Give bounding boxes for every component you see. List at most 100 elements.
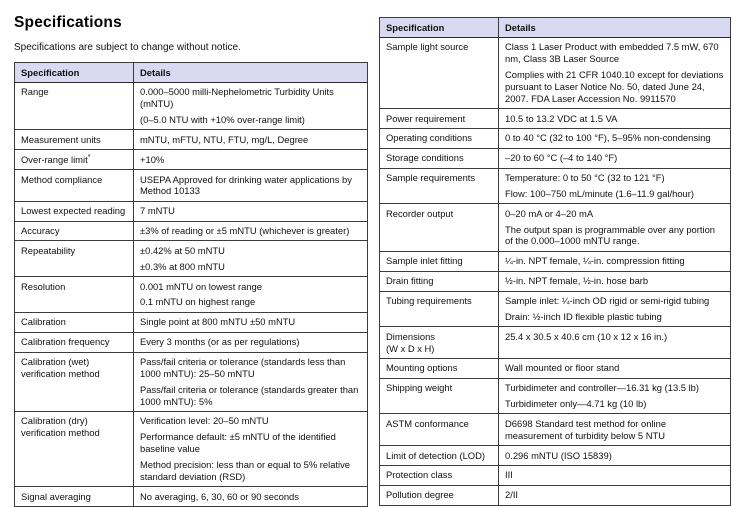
spec-cell: Repeatability (14, 240, 134, 278)
detail-paragraph: 0 to 40 °C (32 to 100 °F), 5–95% non-con… (505, 132, 711, 144)
detail-paragraph: D6698 Standard test method for online me… (505, 417, 667, 441)
spec-cell: ASTM conformance (379, 413, 499, 447)
details-cell: +10% (133, 149, 368, 171)
table-row: Repeatability ±0.42% at 50 mNTU ±0.3% at 8… (14, 240, 368, 278)
details-cell: 2/II (498, 484, 731, 506)
table-row: Signal averaging No averaging, 6, 30, 60 … (14, 486, 368, 507)
details-cell: 0.296 mNTU (ISO 15839) (498, 445, 731, 466)
detail-paragraph: Drain: ½-inch ID flexible plastic tubing (505, 310, 662, 322)
details-cell: ±0.42% at 50 mNTU ±0.3% at 800 mNTU (133, 240, 368, 278)
details-cell: 0.000–5000 milli-Nephelometric Turbidity… (133, 81, 368, 131)
page-title: Specifications (14, 14, 122, 31)
spec-cell: Measurement units (14, 129, 134, 151)
detail-paragraph: Verification level: 20–50 mNTU (140, 415, 269, 427)
detail-paragraph: 25.4 x 30.5 x 40.6 cm (10 x 12 x 16 in.) (505, 330, 668, 342)
details-cell: 0 to 40 °C (32 to 100 °F), 5–95% non-con… (498, 127, 731, 149)
table-row: Dimensions (W x D x H) 25.4 x 30.5 x 40.6… (379, 326, 731, 359)
table-row: Accuracy ±3% of reading or ±5 mNTU (which… (14, 220, 368, 242)
column-header-details: Details (133, 62, 368, 83)
column-header-specification: Specification (14, 62, 134, 83)
detail-paragraph: Wall mounted or floor stand (505, 362, 620, 374)
column-header-details: Details (498, 17, 731, 38)
spec-cell: Sample requirements (379, 167, 499, 205)
spec-cell: Signal averaging (14, 486, 134, 507)
spec-cell: Calibration (14, 311, 134, 333)
spec-cell: Range (14, 81, 134, 131)
detail-paragraph: Every 3 months (or as per regulations) (140, 336, 300, 348)
left-column: Specifications Specifications are subjec… (14, 8, 368, 507)
detail-paragraph: The output span is programmable over any… (505, 223, 716, 247)
spec-cell: Accuracy (14, 220, 134, 242)
table-row: Range 0.000–5000 milli-Nephelometric Turb… (14, 81, 368, 131)
spec-cell: Method compliance (14, 169, 134, 202)
detail-paragraph: No averaging, 6, 30, 60 or 90 seconds (140, 490, 299, 502)
spec-cell: Protection class (379, 464, 499, 486)
details-cell: Class 1 Laser Product with embedded 7.5 … (498, 36, 731, 110)
details-cell: Temperature: 0 to 50 °C (32 to 121 °F) Fl… (498, 167, 731, 205)
column-header-specification: Specification (379, 17, 499, 38)
spec-cell: Drain fitting (379, 270, 499, 292)
spec-cell: Calibration (dry) verification method (14, 410, 134, 488)
details-cell: Single point at 800 mNTU ±50 mNTU (133, 311, 368, 333)
details-cell: –20 to 60 °C (–4 to 140 °F) (498, 147, 731, 169)
table-row: Sample inlet fitting ¼-in. NPT female, ¼-… (379, 250, 731, 272)
spec-cell: Power requirement (379, 108, 499, 129)
spec-cell: Calibration (wet) verification method (14, 351, 134, 412)
details-cell: ½-in. NPT female, ½-in. hose barb (498, 270, 731, 292)
footnote-marker: * (87, 153, 91, 161)
detail-paragraph: Sample inlet: ¼-inch OD rigid or semi-ri… (505, 295, 710, 306)
detail-paragraph: ½-in. NPT female, ½-in. hose barb (505, 275, 649, 287)
details-cell: Every 3 months (or as per regulations) (133, 331, 368, 353)
spec-cell: Dimensions (W x D x H) (379, 326, 499, 359)
detail-paragraph: ±0.42% at 50 mNTU (140, 244, 225, 256)
table-row: ASTM conformance D6698 Standard test meth… (379, 413, 731, 447)
detail-paragraph: Complies with 21 CFR 1040.10 except for … (505, 69, 724, 104)
table-row: Operating conditions 0 to 40 °C (32 to 10… (379, 127, 731, 149)
table-row: Limit of detection (LOD) 0.296 mNTU (ISO … (379, 445, 731, 466)
details-cell: 0–20 mA or 4–20 mA The output span is pro… (498, 203, 731, 252)
details-cell: mNTU, mFTU, NTU, FTU, mg/L, Degree (133, 129, 368, 151)
detail-paragraph: 10.5 to 13.2 VDC at 1.5 VA (505, 112, 618, 124)
detail-paragraph: 0.296 mNTU (ISO 15839) (505, 449, 612, 461)
spec-cell: Pollution degree (379, 484, 499, 506)
table-row: Protection class III (379, 464, 731, 486)
detail-paragraph: Turbidimeter and controller—16.31 kg (13… (505, 382, 700, 394)
detail-paragraph: +10% (140, 153, 165, 165)
table-row: Method compliance USEPA Approved for drin… (14, 169, 368, 202)
details-cell: ¼-in. NPT female, ¼-in. compression fitt… (498, 250, 731, 272)
table-row: Drain fitting ½-in. NPT female, ½-in. hos… (379, 270, 731, 292)
table-row: Tubing requirements Sample inlet: ¼-inch … (379, 290, 731, 328)
details-cell: No averaging, 6, 30, 60 or 90 seconds (133, 486, 368, 507)
spec-cell: Calibration frequency (14, 331, 134, 353)
table-row: Calibration (dry) verification method Ver… (14, 410, 368, 488)
detail-paragraph: Pass/fail criteria or tolerance (standar… (140, 383, 359, 407)
detail-paragraph: Method precision: less than or equal to … (140, 458, 351, 482)
details-cell: 0.001 mNTU on lowest range 0.1 mNTU on hi… (133, 276, 368, 313)
spec-cell: Tubing requirements (379, 290, 499, 328)
details-cell: 7 mNTU (133, 200, 368, 222)
detail-paragraph: –20 to 60 °C (–4 to 140 °F) (505, 152, 618, 164)
detail-paragraph: mNTU, mFTU, NTU, FTU, mg/L, Degree (140, 133, 309, 145)
detail-paragraph: 0–20 mA or 4–20 mA (505, 207, 594, 219)
spec-cell: Over-range limit* (14, 149, 134, 171)
spec-cell: Lowest expected reading (14, 200, 134, 222)
detail-paragraph: 7 mNTU (140, 205, 175, 217)
table-row: Power requirement 10.5 to 13.2 VDC at 1.5… (379, 108, 731, 129)
detail-paragraph: Turbidimeter only—4.71 kg (10 lb) (505, 398, 647, 410)
spec-cell: Shipping weight (379, 377, 499, 415)
details-cell: D6698 Standard test method for online me… (498, 413, 731, 447)
performance-specifications-table: Specification Details Range 0.000–5000 mi… (14, 62, 368, 507)
detail-paragraph: Class 1 Laser Product with embedded 7.5 … (505, 41, 719, 65)
detail-paragraph: ¼-in. NPT female, ¼-in. compression fitt… (505, 255, 685, 267)
detail-paragraph: 0.1 mNTU on highest range (140, 296, 256, 308)
detail-paragraph: ±0.3% at 800 mNTU (140, 260, 225, 272)
detail-paragraph: Pass/fail criteria or tolerance (standar… (140, 356, 346, 379)
table-row: Resolution 0.001 mNTU on lowest range 0.1 … (14, 276, 368, 313)
detail-paragraph: Flow: 100–750 mL/minute (1.6–11.9 gal/ho… (505, 187, 695, 199)
table-row: Sample requirements Temperature: 0 to 50 … (379, 167, 731, 205)
detail-paragraph: 0.001 mNTU on lowest range (140, 280, 262, 292)
table-row: Storage conditions –20 to 60 °C (–4 to 14… (379, 147, 731, 169)
spec-cell: Limit of detection (LOD) (379, 445, 499, 466)
details-cell: 10.5 to 13.2 VDC at 1.5 VA (498, 108, 731, 129)
spec-cell: Resolution (14, 276, 134, 313)
